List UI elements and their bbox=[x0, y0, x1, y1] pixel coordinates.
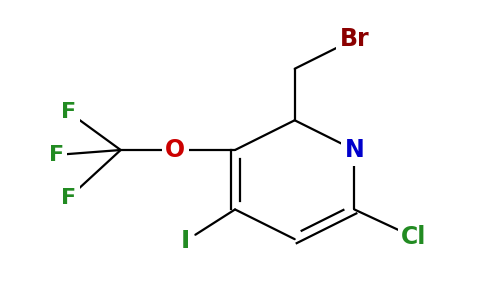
Text: I: I bbox=[181, 229, 190, 253]
Text: Br: Br bbox=[340, 27, 369, 51]
Text: Cl: Cl bbox=[401, 225, 427, 249]
Text: N: N bbox=[345, 138, 364, 162]
Text: F: F bbox=[61, 102, 76, 122]
Text: O: O bbox=[166, 138, 185, 162]
Text: F: F bbox=[48, 145, 63, 165]
Text: F: F bbox=[61, 188, 76, 208]
